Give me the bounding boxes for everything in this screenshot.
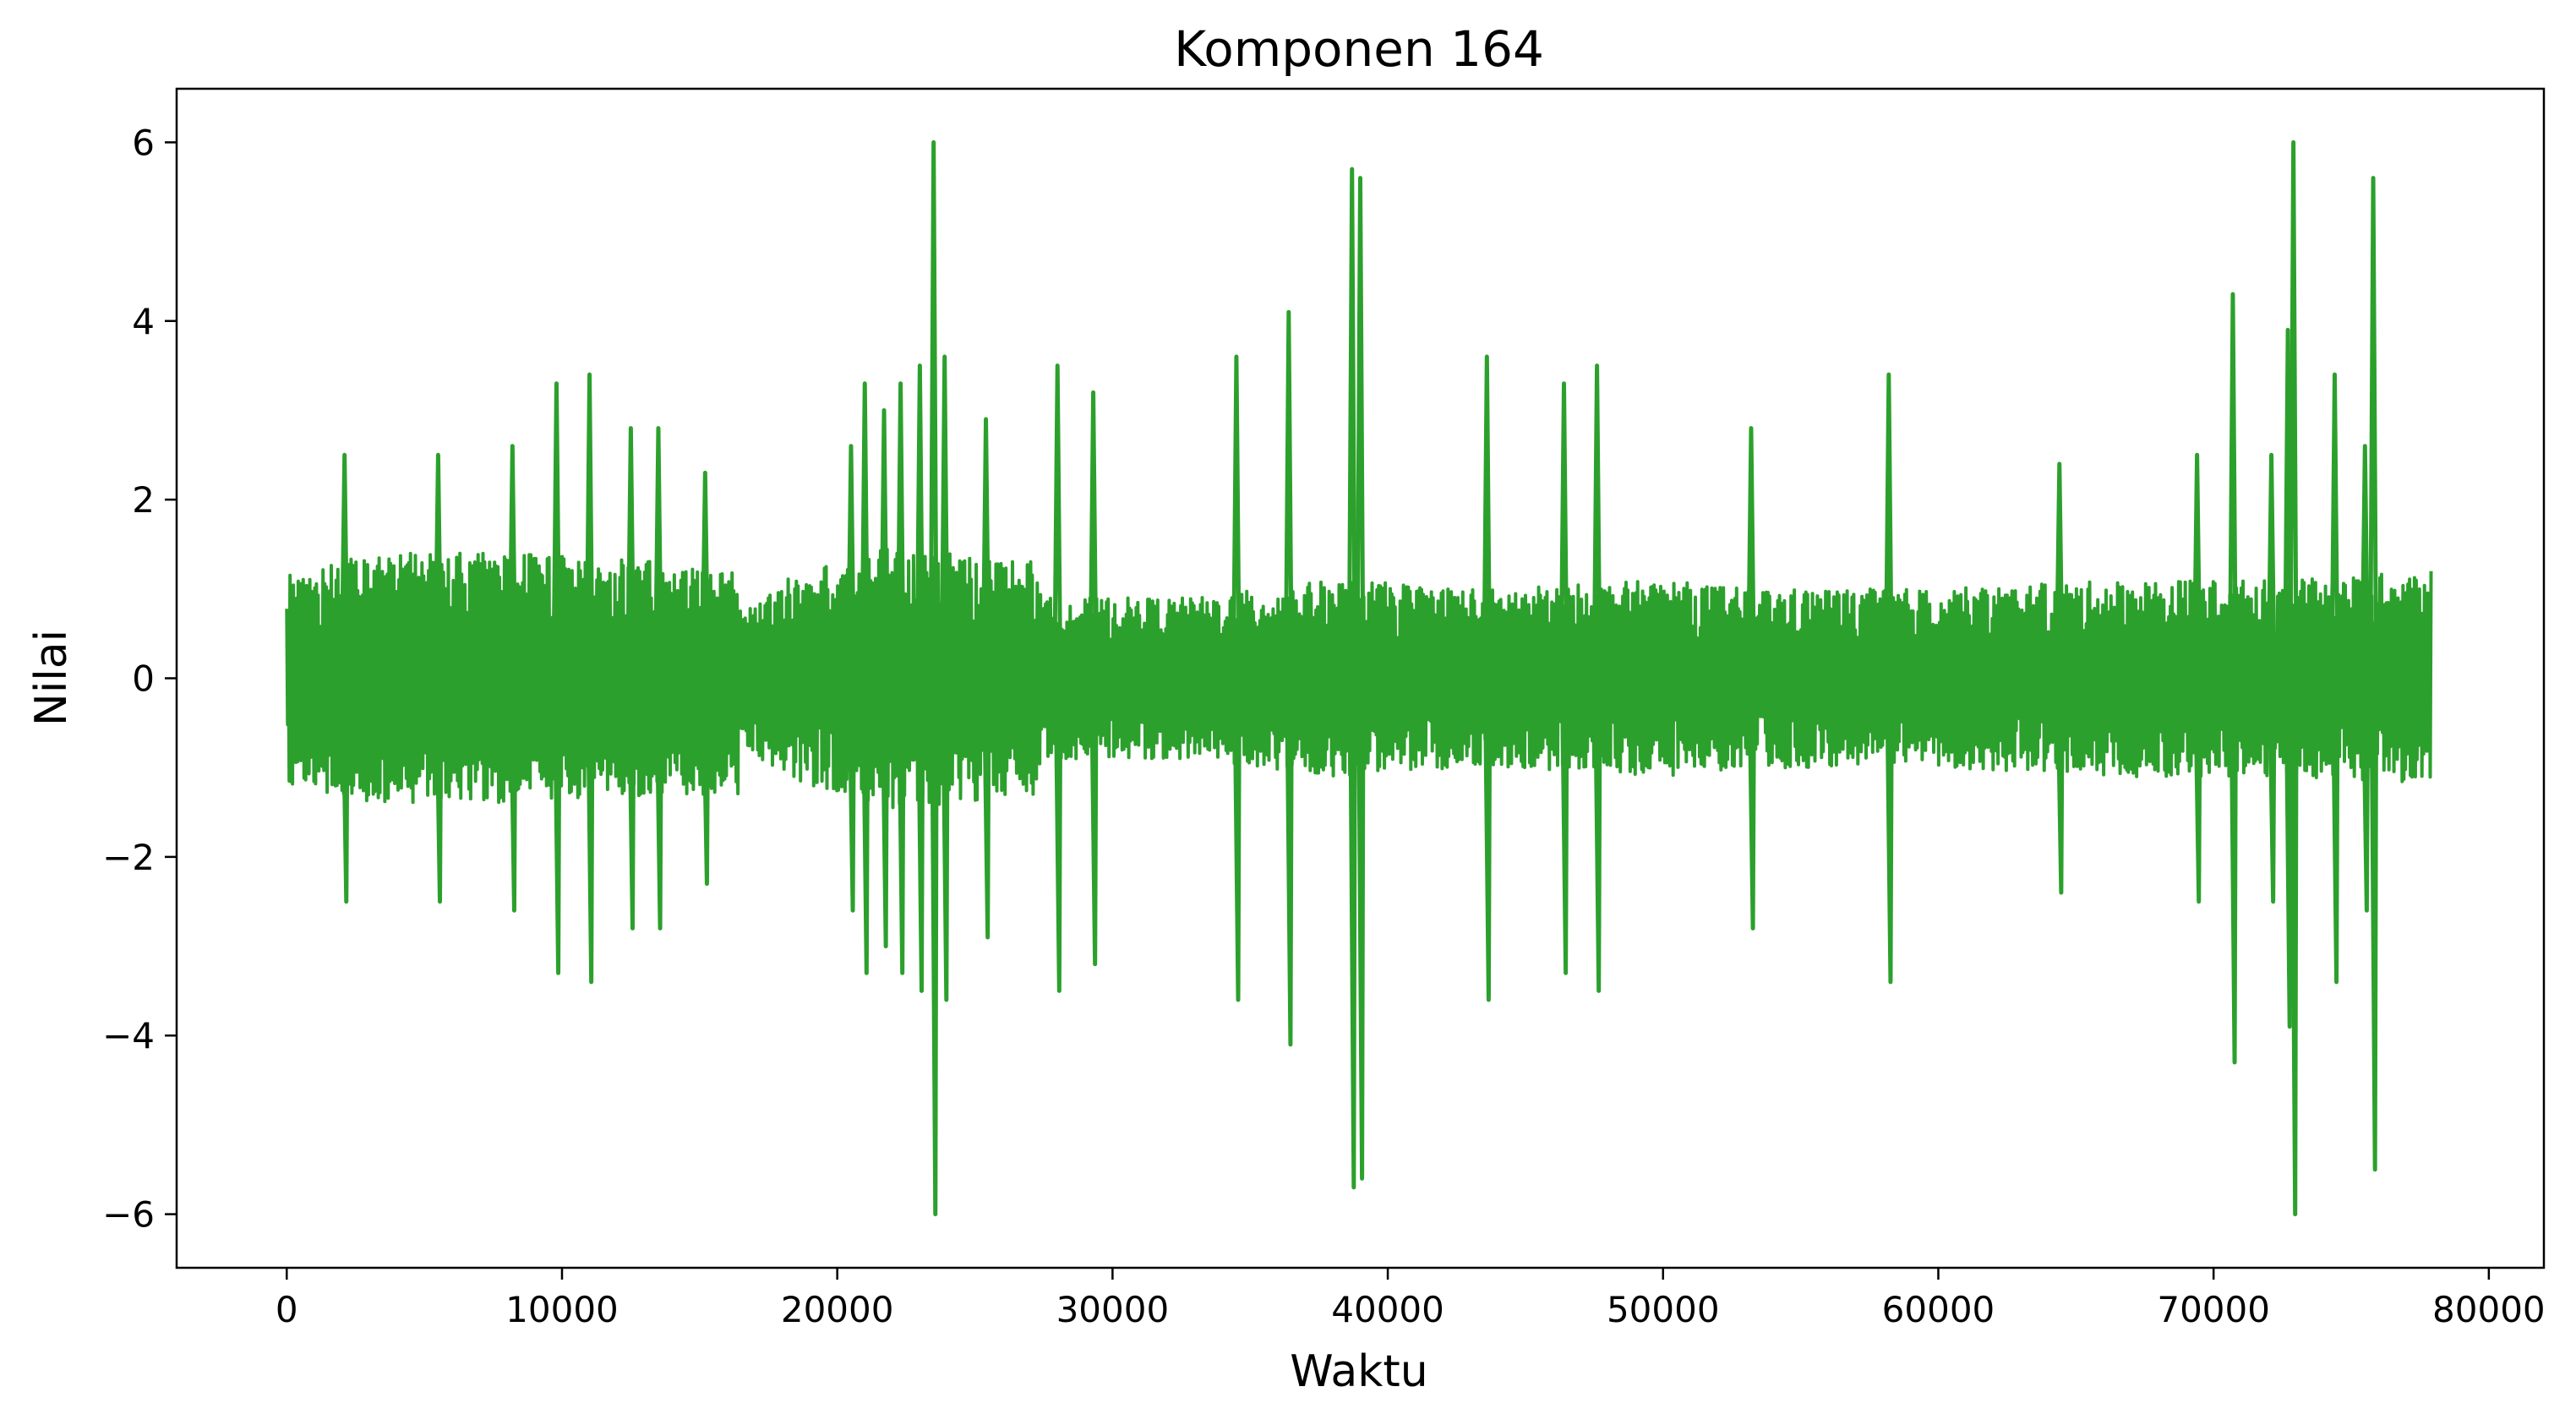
series-peak bbox=[700, 470, 711, 887]
series-peak bbox=[914, 363, 925, 993]
series-peak bbox=[2288, 139, 2299, 1217]
x-axis: 0 10000 20000 30000 40000 50000 60000 70000 8000… bbox=[276, 1268, 2546, 1330]
series-peak bbox=[1883, 372, 1894, 985]
series-peak bbox=[1346, 167, 1357, 1190]
x-tick-label: 70000 bbox=[2157, 1289, 2270, 1330]
series-peak bbox=[895, 381, 906, 975]
x-tick-label: 30000 bbox=[1056, 1289, 1170, 1330]
x-tick-label: 0 bbox=[276, 1289, 298, 1330]
series-peak bbox=[1745, 426, 1756, 931]
x-tick-label: 40000 bbox=[1331, 1289, 1444, 1330]
y-axis: −6 −4 −2 0 2 4 6 bbox=[102, 122, 177, 1236]
series-peak bbox=[1231, 354, 1242, 1002]
series-peak bbox=[928, 139, 939, 1217]
series-peak bbox=[1052, 363, 1063, 993]
y-tick-label: 4 bbox=[132, 301, 155, 342]
x-tick-label: 80000 bbox=[2432, 1289, 2546, 1330]
series-peak bbox=[879, 407, 890, 949]
y-axis-label: Nilai bbox=[26, 630, 77, 726]
series-peak bbox=[2054, 461, 2065, 895]
chart-title: Komponen 164 bbox=[1174, 20, 1544, 78]
series-layer bbox=[285, 139, 2433, 1217]
x-tick-label: 60000 bbox=[1882, 1289, 1995, 1330]
series-peak bbox=[1355, 176, 1366, 1181]
series-peak bbox=[339, 452, 350, 904]
series-peak bbox=[1591, 363, 1602, 993]
y-tick-label: 0 bbox=[132, 658, 155, 700]
x-axis-label: Waktu bbox=[1290, 1346, 1427, 1397]
series-peak bbox=[845, 444, 856, 913]
series-peak bbox=[2368, 176, 2379, 1172]
series-peak bbox=[551, 381, 562, 975]
x-tick-label: 50000 bbox=[1607, 1289, 1720, 1330]
series-peak bbox=[1283, 309, 1294, 1047]
series-peak bbox=[2227, 292, 2238, 1065]
series-peak bbox=[1088, 390, 1099, 967]
y-tick-label: −4 bbox=[102, 1015, 155, 1056]
series-peak bbox=[1482, 354, 1493, 1002]
series-peak bbox=[2191, 452, 2202, 904]
series-peak bbox=[2329, 372, 2340, 985]
y-tick-label: −2 bbox=[102, 837, 155, 878]
series-peak bbox=[507, 444, 518, 913]
x-tick-label: 10000 bbox=[505, 1289, 619, 1330]
series-peak bbox=[433, 452, 444, 904]
series-peak bbox=[1558, 381, 1569, 975]
x-tick-label: 20000 bbox=[781, 1289, 894, 1330]
series-peak bbox=[2266, 452, 2277, 904]
series-peak bbox=[860, 381, 870, 975]
series-peak bbox=[939, 354, 950, 1002]
series-peak bbox=[625, 426, 636, 931]
series-peak bbox=[584, 372, 595, 985]
y-tick-label: 2 bbox=[132, 479, 155, 521]
series-peak bbox=[980, 417, 991, 940]
series-peak bbox=[652, 426, 663, 931]
plot-area bbox=[175, 87, 2546, 1269]
y-tick-label: 6 bbox=[132, 122, 155, 163]
y-tick-label: −6 bbox=[102, 1194, 155, 1236]
series-peak bbox=[2360, 444, 2371, 913]
